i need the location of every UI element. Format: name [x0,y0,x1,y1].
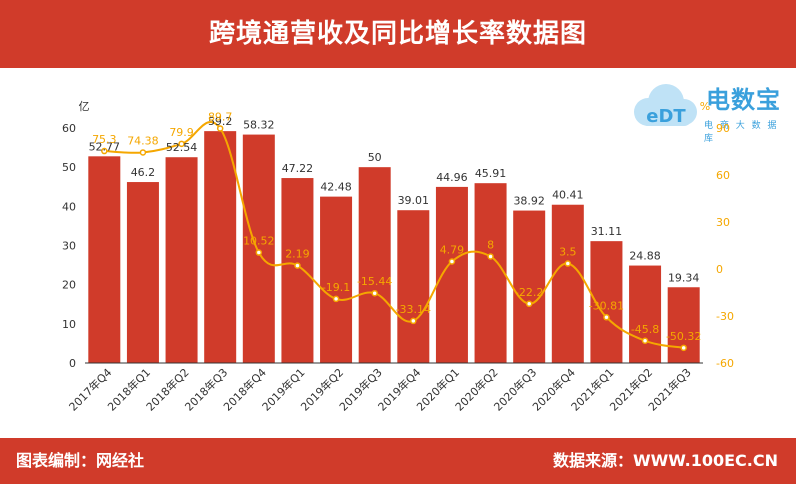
line-value-label: 89.7 [208,110,233,123]
bar [281,178,314,363]
bar-value-label: 46.2 [131,166,156,179]
bar-value-label: 58.32 [243,119,275,132]
line-point [101,147,108,155]
bar [474,183,507,363]
bar [513,210,546,363]
bar-value-label: 47.22 [282,162,314,175]
y2-tick-label: -60 [716,357,734,370]
bar-value-label: 24.88 [629,250,661,263]
y2-tick-label: 0 [716,263,723,276]
bar [204,131,237,363]
logo: eDT 电数宝 电 商 大 数 据 库 [626,78,791,144]
line-point [603,314,610,321]
line-point [680,344,687,352]
bar [88,156,121,363]
bar-value-label: 44.96 [436,171,468,184]
line-value-label: -15.44 [357,275,392,288]
bar [629,265,662,363]
line-value-label: 4.79 [440,243,465,256]
y-tick-label: 0 [69,357,76,370]
footer-source: 数据来源：WWW.100EC.CN [552,451,778,470]
line-value-label: -45.8 [631,323,659,336]
line-point [487,253,494,260]
bar [667,287,700,363]
line-value-label: 3.5 [559,246,577,259]
y2-tick-label: 30 [716,216,730,229]
line-value-label: -50.32 [666,330,701,343]
bar-value-label: 38.92 [513,195,545,208]
bar-value-label: 45.91 [475,167,507,180]
y2-axis-label: % [700,100,710,113]
line-value-label: -30.81 [589,299,624,312]
y-tick-label: 20 [62,279,76,292]
y2-tick-label: 60 [716,169,730,182]
bar [358,167,391,363]
logo-badge: eDT [646,106,686,127]
y-tick-label: 30 [62,240,76,253]
bar [435,186,468,363]
chart: 亿 % 0102030405060-60-3003060902017年Q4201… [62,100,734,414]
bar [165,157,198,363]
footer-credit: 图表编制：网经社 [16,451,145,470]
bar-series [88,131,700,363]
line-value-label: 74.38 [127,134,159,147]
line-value-label: -33.14 [396,303,431,316]
y-axis-label: 亿 [79,100,90,113]
y-tick-label: 10 [62,318,76,331]
bar-value-label: 39.01 [398,194,430,207]
y-tick-label: 50 [62,161,76,174]
bar [126,182,159,363]
line-point [448,258,456,265]
line-value-label: 2.19 [285,248,310,261]
line-value-label: 79.9 [169,126,194,139]
bar-value-label: 40.41 [552,189,584,202]
y-tick-label: 60 [62,122,76,135]
bar [320,196,353,363]
line-value-label: 10.52 [243,235,275,248]
footer-bar: 图表编制：网经社 数据来源：WWW.100EC.CN [0,438,796,484]
bar [551,204,584,363]
bar-value-label: 19.34 [668,271,700,284]
bar [242,134,275,363]
line-point [332,295,340,303]
line-point [641,337,649,345]
cloud-logo-icon: eDT [634,84,697,127]
page-title: 跨境通营收及同比增长率数据图 [208,19,587,49]
line-point [139,149,147,156]
line-point [564,260,572,267]
bar-value-label: 59.2 [208,115,233,128]
bar-value-label: 52.54 [166,141,198,154]
line-value-label: 8 [487,238,494,251]
line-point [216,125,224,132]
y-tick-label: 40 [62,200,76,213]
bar-value-label: 50 [368,151,382,164]
line-point [255,249,263,256]
growth-line [104,121,684,349]
line-point [410,317,417,325]
y2-tick-label: -30 [716,310,734,323]
data-labels: 52.77 46.2 52.54 59.2 58.32 47.22 42.48 50 39.01… [89,110,702,342]
line-value-label: -22.2 [515,286,543,299]
logo-subtext: 电 商 大 数 据 库 [704,121,779,144]
line-point [178,140,185,148]
header-bar: 跨境通营收及同比增长率数据图 [0,0,796,68]
line-value-label: -19.1 [322,281,350,294]
logo-text: 电数宝 [706,86,781,114]
y2-tick-label: 90 [716,122,730,135]
bar-value-label: 52.77 [89,140,121,153]
bar-value-label: 31.11 [591,225,623,238]
line-point [525,300,533,308]
line-point [371,289,378,297]
line-value-label: 75.3 [92,133,117,146]
line-point [294,262,301,269]
line-series [101,121,687,352]
bar [397,210,430,363]
bar-value-label: 42.48 [320,181,352,194]
